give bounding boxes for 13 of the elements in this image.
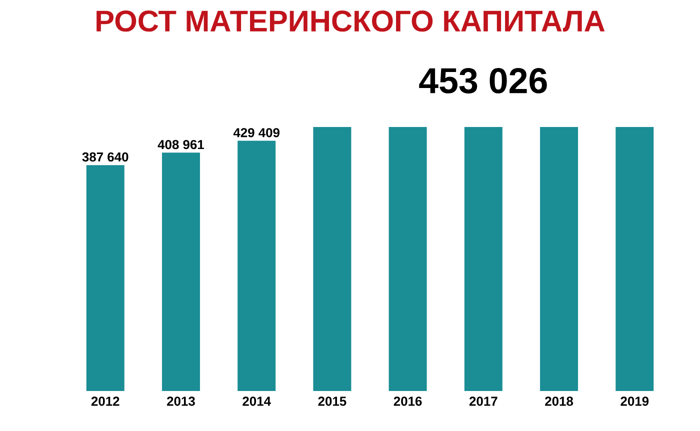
x-tick-label: 2013 (167, 396, 195, 406)
data-label: 387 640 (82, 152, 128, 162)
x-tick-label: 2016 (394, 396, 422, 406)
data-label: 408 961 (158, 140, 204, 150)
x-tick-label: 2012 (91, 396, 120, 406)
x-tick-label: 2014 (242, 396, 271, 406)
x-tick-label: 2017 (469, 396, 498, 406)
x-tick-label: 2019 (620, 396, 649, 406)
x-tick-label: 2018 (545, 396, 574, 406)
x-tick-label: 2015 (318, 396, 346, 406)
annotation: 453 026 (419, 68, 547, 94)
data-label: 429 409 (233, 128, 280, 138)
chart-title: РОСТ МАТЕРИНСКОГО КАПИТАЛА (96, 10, 605, 32)
